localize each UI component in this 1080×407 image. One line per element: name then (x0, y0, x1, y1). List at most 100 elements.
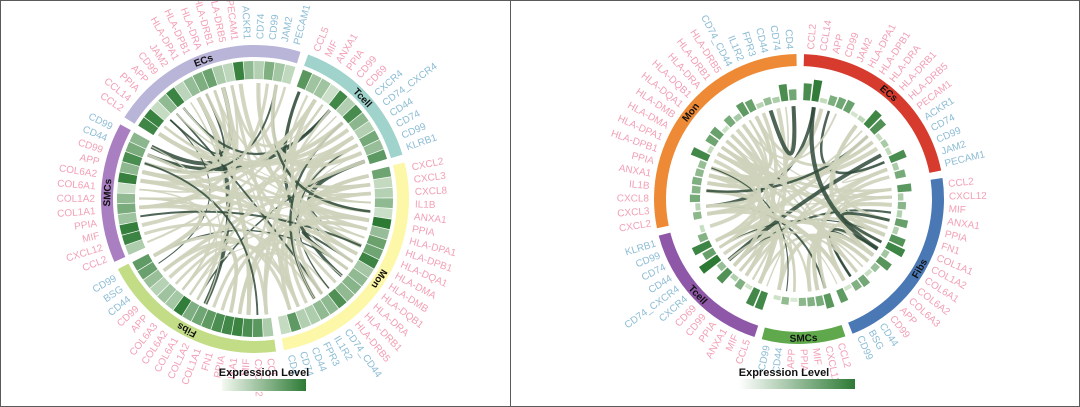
heat-cell (304, 304, 321, 325)
gene-label: PPIA (411, 224, 436, 239)
heat-cell (353, 260, 374, 278)
group-label-smcs: SMCs (102, 178, 114, 207)
bar-cell (897, 183, 912, 193)
heat-cell (158, 93, 178, 114)
bar-cell (723, 115, 736, 128)
group-arc-smcs (761, 325, 846, 344)
left-legend: Expression Level (219, 367, 309, 391)
heat-cell (122, 151, 143, 167)
group-arc-mon (281, 162, 409, 351)
bar-cell (869, 118, 887, 135)
bar-cell (710, 126, 724, 140)
group-arc-ecs (803, 54, 942, 173)
heat-cell (211, 312, 226, 333)
bar-cell (864, 268, 873, 277)
heat-cell (166, 87, 185, 108)
interaction-link (220, 221, 368, 311)
bar-cell (875, 256, 892, 271)
bar-cell (880, 249, 890, 259)
bar-cell (850, 279, 862, 291)
interaction-link (141, 135, 355, 227)
gene-label: CXCL8 (415, 186, 448, 199)
gene-label: ACKR1 (239, 6, 252, 40)
heat-cell (312, 299, 330, 321)
bar-cell (897, 193, 904, 201)
bar-cell (827, 95, 838, 107)
heat-cell (296, 69, 313, 90)
gene-label: ANXA1 (946, 217, 980, 233)
interaction-link (720, 115, 773, 169)
heat-cell (335, 282, 355, 302)
interaction-link (205, 87, 237, 146)
bar-cell (763, 96, 773, 106)
bar-cell (721, 125, 730, 134)
bar-cell (716, 261, 727, 272)
interaction-link (728, 231, 858, 273)
bar-cell (754, 290, 768, 311)
interaction-link (840, 211, 890, 244)
bar-cell (857, 274, 871, 288)
heat-cell (119, 221, 140, 235)
gene-label: PPIA (212, 354, 228, 379)
heat-cell (272, 62, 286, 82)
interaction-link (841, 202, 892, 237)
gene-label: IL1B (415, 199, 436, 211)
heat-cell (313, 78, 331, 99)
bar-cell (815, 295, 825, 307)
bar-cell (888, 234, 906, 247)
gene-label: CXCL12 (949, 191, 987, 203)
heat-cell (165, 290, 184, 310)
gene-label: CCL2 (806, 23, 819, 50)
interaction-link (140, 178, 358, 256)
bar-cell (875, 133, 883, 142)
interaction-link (715, 134, 869, 243)
interaction-link (307, 183, 371, 256)
heat-cell (221, 315, 235, 335)
gene-label: COL1A1 (57, 206, 96, 220)
bar-cell (694, 168, 705, 178)
bar-cell (798, 297, 807, 307)
interaction-link (151, 146, 223, 305)
heat-cell (119, 161, 140, 176)
heat-cell (281, 64, 296, 85)
gene-label: PPIA (74, 218, 99, 232)
heat-cell (202, 68, 218, 89)
gene-label: CD74 (255, 13, 267, 39)
heat-cell (143, 269, 164, 289)
interaction-link (163, 125, 371, 189)
interaction-link (290, 98, 354, 264)
heat-cell (201, 309, 217, 330)
bar-cell (691, 240, 713, 256)
gene-label: CXCL8 (617, 193, 650, 204)
gene-label: PPIA (944, 229, 969, 245)
interaction-link (153, 234, 292, 311)
heat-cell (137, 261, 158, 280)
gene-label: CD44 (771, 347, 785, 374)
heat-cell (348, 112, 369, 131)
bar-cell (772, 96, 781, 104)
heat-cell (192, 71, 209, 92)
interaction-link (257, 83, 348, 270)
bar-cell (892, 226, 900, 235)
left-heatmap-track (117, 61, 394, 338)
heat-cell (125, 239, 146, 255)
heat-cell (182, 300, 200, 322)
bar-cell (891, 162, 900, 171)
bar-cell (744, 283, 753, 291)
heat-cell (369, 225, 390, 240)
gene-label: COL1A2 (57, 194, 96, 205)
interaction-link (283, 243, 343, 307)
heat-cell (117, 212, 138, 225)
interaction-link (722, 230, 775, 284)
bar-cell (836, 287, 849, 304)
interaction-link (809, 106, 879, 251)
heat-cell (121, 230, 142, 246)
gene-label: PPIA (797, 349, 809, 372)
group-label-ecs: ECs (193, 53, 215, 70)
interaction-link (768, 106, 797, 156)
bar-cell (689, 194, 701, 203)
right-chord-panel: ECs Fibs SMCs Tcell Mon CCL2 CCL14 APP CD99 JAM2… (510, 0, 1080, 407)
bar-cell (691, 185, 701, 194)
legend-title: Expression Level (739, 367, 830, 379)
